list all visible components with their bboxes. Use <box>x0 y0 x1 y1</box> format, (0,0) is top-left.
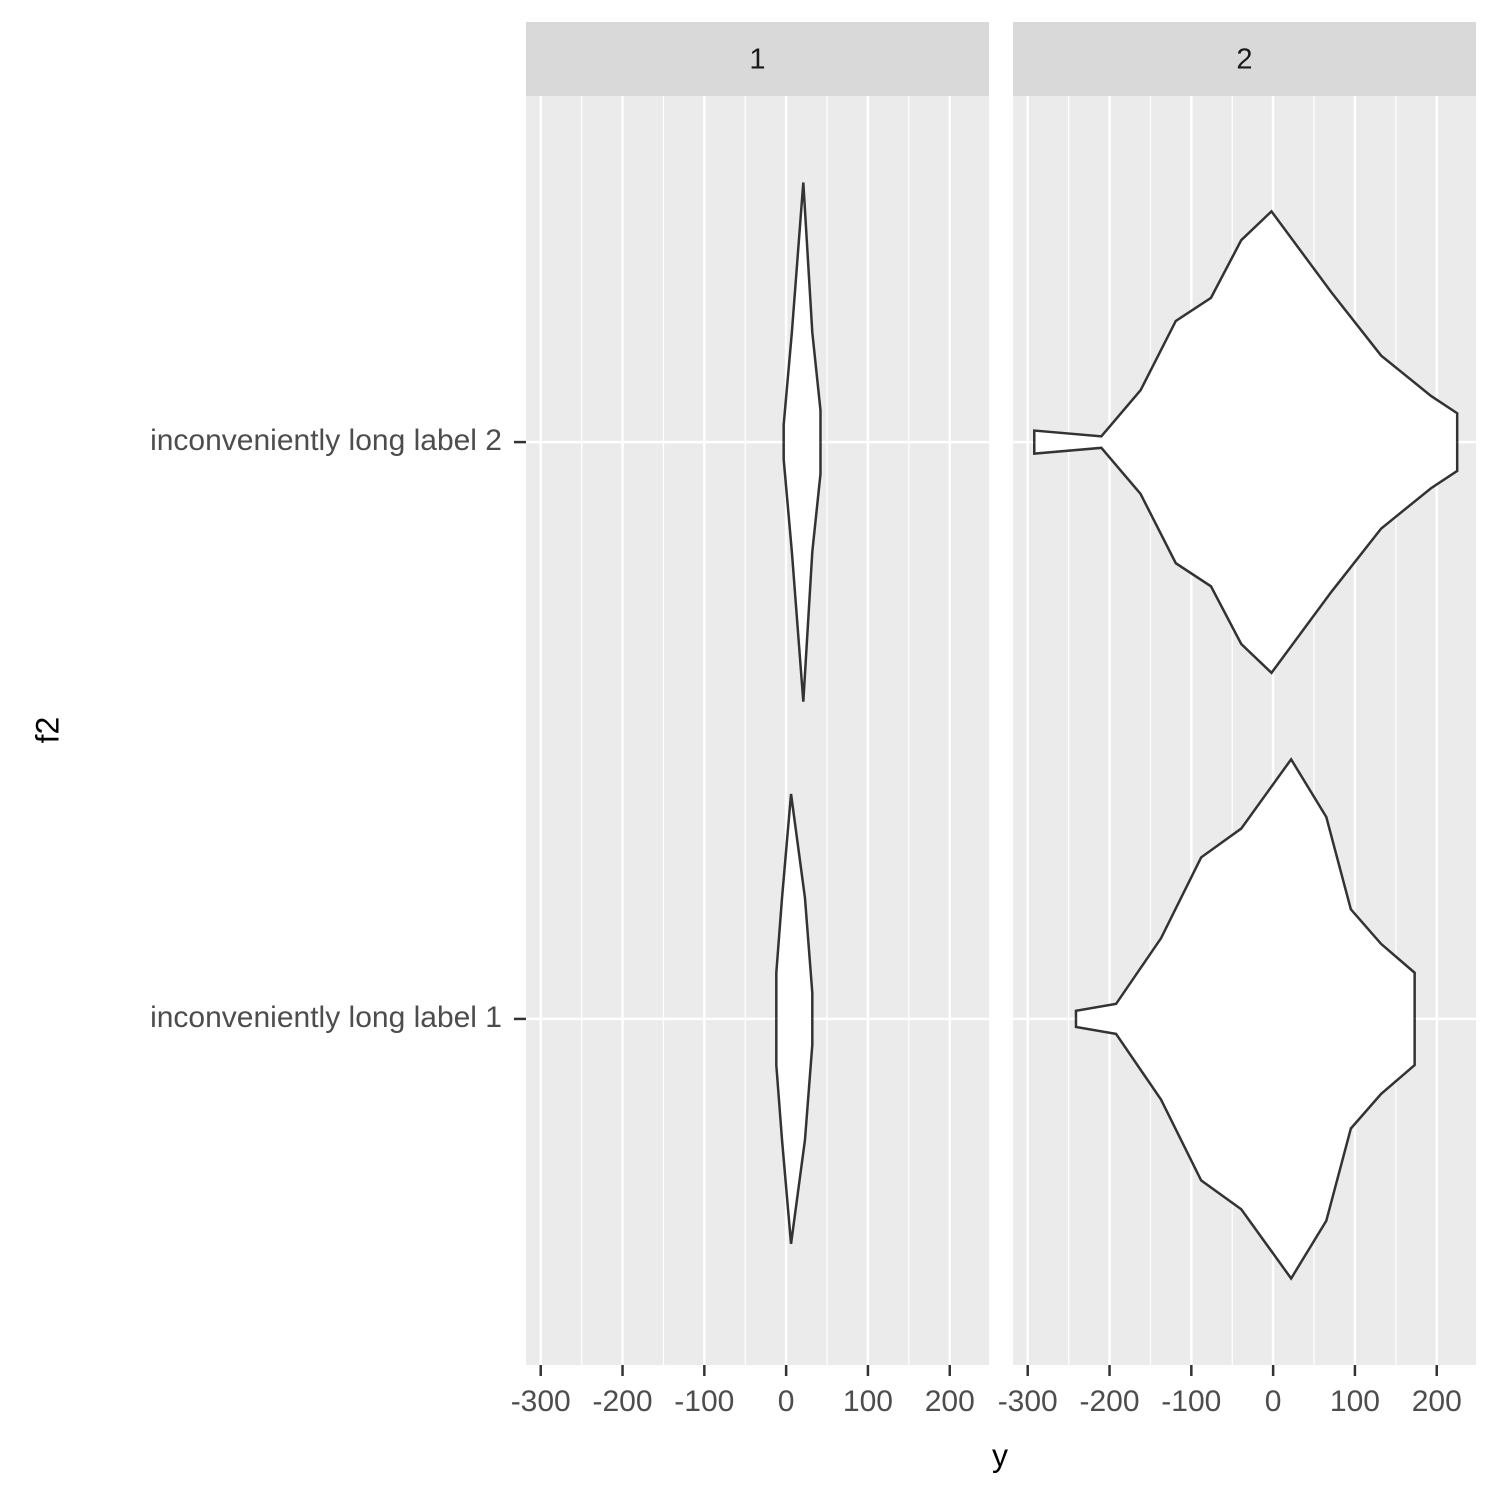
y-tick-label: inconveniently long label 2 <box>150 424 502 457</box>
x-tick-label: 0 <box>778 1385 795 1418</box>
violin-half <box>1075 759 1415 1019</box>
x-tick-label: 100 <box>843 1385 893 1418</box>
violin-outline <box>1033 442 1459 675</box>
x-tick-label: 100 <box>1330 1385 1380 1418</box>
strip-label: 1 <box>749 44 765 76</box>
x-axis-label: y <box>992 1437 1008 1473</box>
x-tick-label: -300 <box>998 1385 1058 1418</box>
violin-half <box>1034 442 1458 673</box>
panel <box>526 96 989 1365</box>
x-tick-label: -100 <box>1161 1385 1221 1418</box>
violin-half <box>1075 1018 1415 1279</box>
x-tick-label: -200 <box>593 1385 653 1418</box>
violin-outline <box>775 793 814 1019</box>
violin-half <box>1034 211 1458 443</box>
violin-outline <box>1074 757 1416 1019</box>
violin-outline <box>1033 209 1459 443</box>
violin-outline <box>782 442 822 702</box>
violin-outline <box>782 182 822 443</box>
violin-outline <box>775 1018 814 1245</box>
x-tick-label: 0 <box>1265 1385 1282 1418</box>
strip-label: 2 <box>1236 44 1252 76</box>
x-tick-label: -300 <box>511 1385 571 1418</box>
violin-half <box>783 182 821 443</box>
violin-half <box>783 442 821 702</box>
strip <box>526 22 989 96</box>
violin-half <box>776 793 813 1019</box>
violin-half <box>776 1018 813 1244</box>
x-tick-label: 200 <box>1412 1385 1462 1418</box>
strip <box>1013 22 1476 96</box>
x-tick-label: 200 <box>925 1385 975 1418</box>
violin-outline <box>1074 1018 1416 1281</box>
y-axis-label: f2 <box>29 717 65 744</box>
x-tick-label: -200 <box>1080 1385 1140 1418</box>
x-tick-label: -100 <box>674 1385 734 1418</box>
y-tick-label: inconveniently long label 1 <box>150 1001 502 1034</box>
